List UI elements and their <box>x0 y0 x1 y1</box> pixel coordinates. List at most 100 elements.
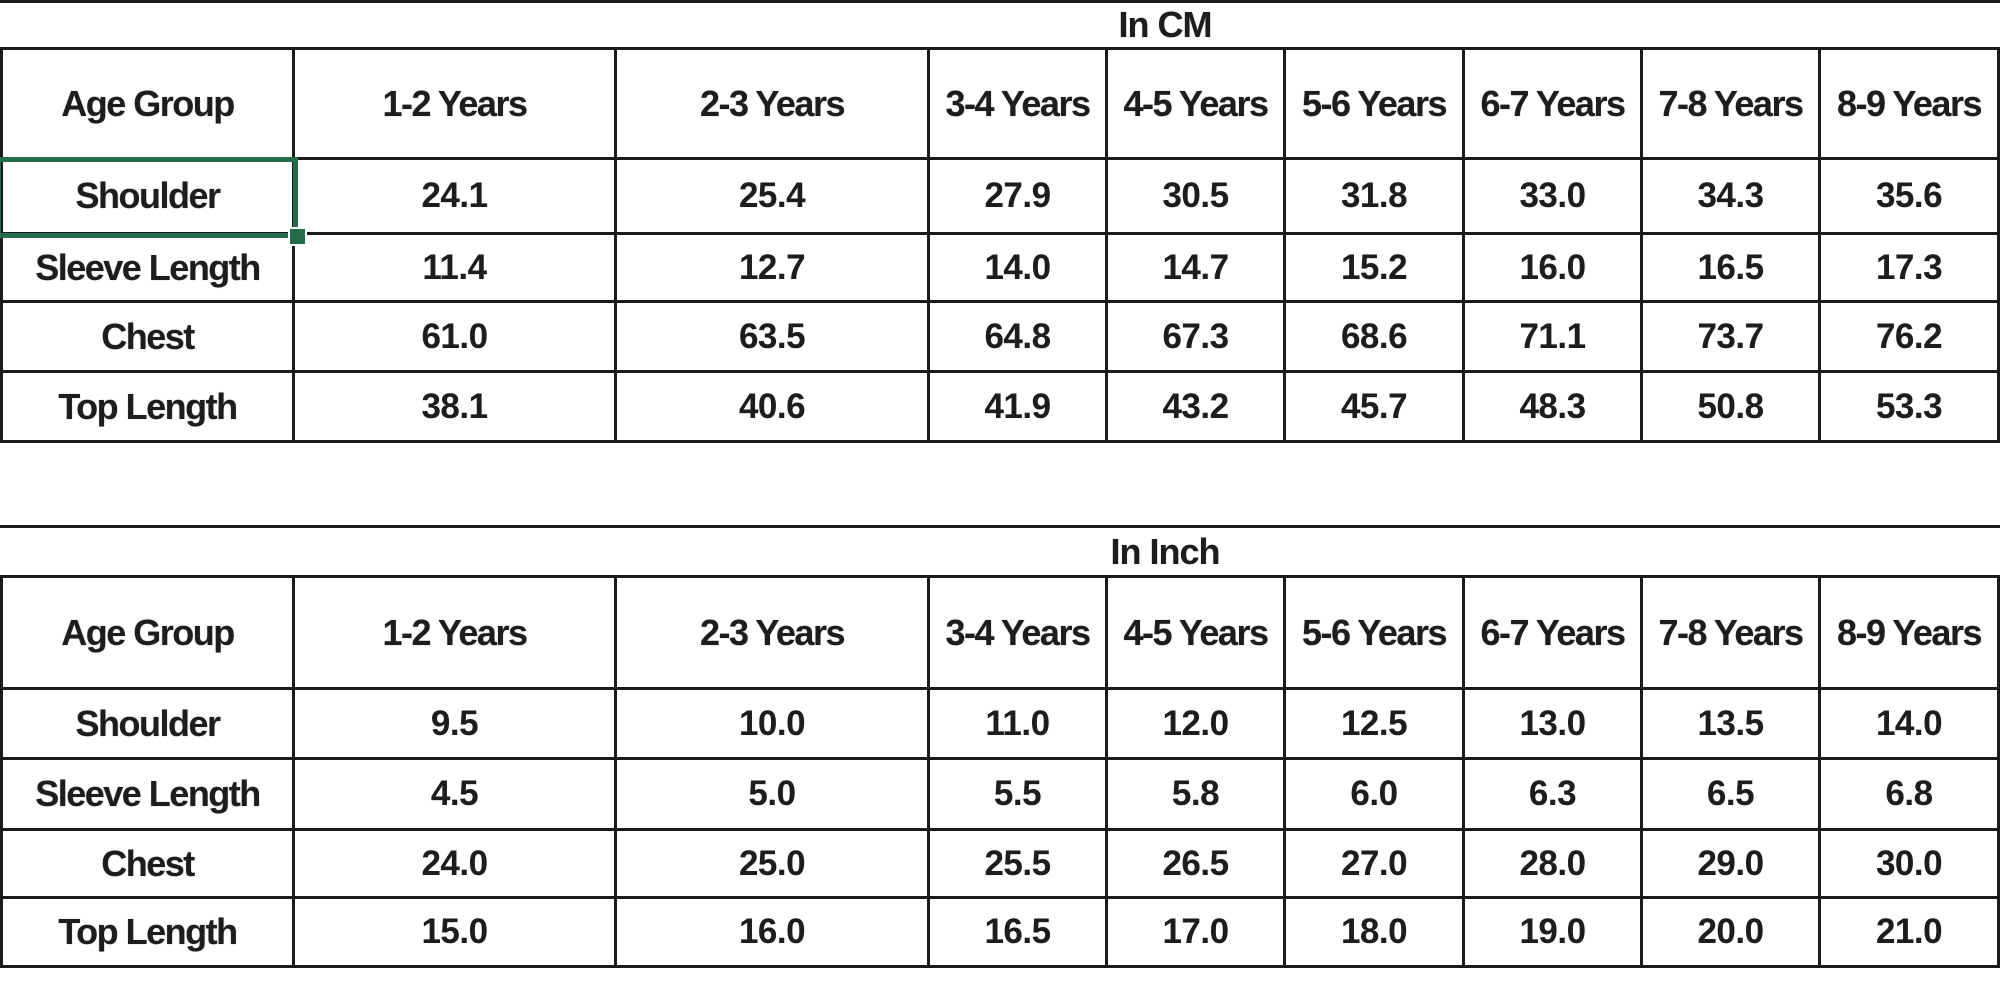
measurement-value-cell[interactable]: 17.0 <box>1108 899 1286 965</box>
measurement-value-cell[interactable]: 12.7 <box>617 235 930 303</box>
age-group-header-cell[interactable]: Age Group <box>3 50 295 160</box>
measurement-value-cell[interactable]: 4.5 <box>295 760 617 831</box>
measurement-value-cell[interactable]: 12.5 <box>1286 690 1465 760</box>
measurement-value-cell[interactable]: 50.8 <box>1643 373 1821 440</box>
measurement-value-cell[interactable]: 16.0 <box>1465 235 1643 303</box>
age-column-header-cell[interactable]: 6-7 Years <box>1465 578 1643 690</box>
measurement-value-cell[interactable]: 45.7 <box>1286 373 1465 440</box>
measurement-value-cell[interactable]: 71.1 <box>1465 303 1643 373</box>
measurement-value-cell[interactable]: 5.5 <box>930 760 1108 831</box>
measurement-value-cell[interactable]: 10.0 <box>617 690 930 760</box>
inch-table-title-row: In Inch <box>0 525 2000 578</box>
measurement-value-cell[interactable]: 6.5 <box>1643 760 1821 831</box>
age-column-header-cell[interactable]: 1-2 Years <box>295 578 617 690</box>
cm-table: In CM Age Group 1-2 Years 2-3 Years 3-4 Yea… <box>0 0 2000 443</box>
cm-table-title: In CM <box>1118 4 1213 45</box>
measurement-value-cell[interactable]: 27.9 <box>930 160 1108 235</box>
measurement-value-cell[interactable]: 13.5 <box>1643 690 1821 760</box>
measurement-value-cell[interactable]: 63.5 <box>617 303 930 373</box>
measurement-value-cell[interactable]: 16.5 <box>930 899 1108 965</box>
measurement-value-cell[interactable]: 13.0 <box>1465 690 1643 760</box>
age-column-header-cell[interactable]: 2-3 Years <box>617 50 930 160</box>
measurement-value-cell[interactable]: 33.0 <box>1465 160 1643 235</box>
measurement-value-cell[interactable]: 27.0 <box>1286 831 1465 899</box>
age-column-header-cell[interactable]: 5-6 Years <box>1286 578 1465 690</box>
measurement-value-cell[interactable]: 30.0 <box>1821 831 1997 899</box>
row-label-cell[interactable]: Sleeve Length <box>3 235 295 303</box>
measurement-value-cell[interactable]: 40.6 <box>617 373 930 440</box>
measurement-value-cell[interactable]: 12.0 <box>1108 690 1286 760</box>
selected-cell-outline[interactable] <box>0 157 298 238</box>
measurement-value-cell[interactable]: 43.2 <box>1108 373 1286 440</box>
measurement-value-cell[interactable]: 26.5 <box>1108 831 1286 899</box>
age-column-header-cell[interactable]: 3-4 Years <box>930 50 1108 160</box>
age-column-header-cell[interactable]: 8-9 Years <box>1821 578 1997 690</box>
age-column-header-cell[interactable]: 4-5 Years <box>1108 50 1286 160</box>
measurement-value-cell[interactable]: 24.1 <box>295 160 617 235</box>
row-label-cell[interactable]: Chest <box>3 303 295 373</box>
measurement-value-cell[interactable]: 38.1 <box>295 373 617 440</box>
measurement-value-cell[interactable]: 28.0 <box>1465 831 1643 899</box>
measurement-value-cell[interactable]: 15.2 <box>1286 235 1465 303</box>
measurement-value-cell[interactable]: 21.0 <box>1821 899 1997 965</box>
measurement-value-cell[interactable]: 35.6 <box>1821 160 1997 235</box>
measurement-value-cell[interactable]: 29.0 <box>1643 831 1821 899</box>
measurement-value-cell[interactable]: 68.6 <box>1286 303 1465 373</box>
measurement-value-cell[interactable]: 34.3 <box>1643 160 1821 235</box>
measurement-value-cell[interactable]: 31.8 <box>1286 160 1465 235</box>
measurement-value-cell[interactable]: 48.3 <box>1465 373 1643 440</box>
age-column-header-cell[interactable]: 7-8 Years <box>1643 578 1821 690</box>
measurement-value-cell[interactable]: 20.0 <box>1643 899 1821 965</box>
age-column-header-cell[interactable]: 1-2 Years <box>295 50 617 160</box>
measurement-value-cell[interactable]: 18.0 <box>1286 899 1465 965</box>
measurement-value-cell[interactable]: 41.9 <box>930 373 1108 440</box>
measurement-value-cell[interactable]: 30.5 <box>1108 160 1286 235</box>
inch-table-grid: Age Group 1-2 Years 2-3 Years 3-4 Years 4-5 … <box>0 578 2000 968</box>
age-column-header-cell[interactable]: 8-9 Years <box>1821 50 1997 160</box>
measurement-value-cell[interactable]: 5.0 <box>617 760 930 831</box>
measurement-value-cell[interactable]: 25.0 <box>617 831 930 899</box>
row-label-cell[interactable]: Top Length <box>3 373 295 440</box>
measurement-value-cell[interactable]: 11.4 <box>295 235 617 303</box>
measurement-value-cell[interactable]: 15.0 <box>295 899 617 965</box>
measurement-value-cell[interactable]: 6.8 <box>1821 760 1997 831</box>
age-column-header-cell[interactable]: 4-5 Years <box>1108 578 1286 690</box>
measurement-value-cell[interactable]: 6.3 <box>1465 760 1643 831</box>
measurement-value-cell[interactable]: 9.5 <box>295 690 617 760</box>
age-column-header-cell[interactable]: 2-3 Years <box>617 578 930 690</box>
inch-table: In Inch Age Group 1-2 Years 2-3 Years 3-4 Y… <box>0 525 2000 968</box>
age-column-header-cell[interactable]: 7-8 Years <box>1643 50 1821 160</box>
row-label-cell[interactable]: Top Length <box>3 899 295 965</box>
measurement-value-cell[interactable]: 25.4 <box>617 160 930 235</box>
measurement-value-cell[interactable]: 67.3 <box>1108 303 1286 373</box>
row-label-cell[interactable]: Chest <box>3 831 295 899</box>
measurement-value-cell[interactable]: 24.0 <box>295 831 617 899</box>
measurement-value-cell[interactable]: 61.0 <box>295 303 617 373</box>
measurement-value-cell[interactable]: 11.0 <box>930 690 1108 760</box>
cm-table-grid: Age Group 1-2 Years 2-3 Years 3-4 Years 4-5 … <box>0 50 2000 443</box>
measurement-value-cell[interactable]: 17.3 <box>1821 235 1997 303</box>
measurement-value-cell[interactable]: 25.5 <box>930 831 1108 899</box>
measurement-value-cell[interactable]: 6.0 <box>1286 760 1465 831</box>
measurement-value-cell[interactable]: 19.0 <box>1465 899 1643 965</box>
age-column-header-cell[interactable]: 3-4 Years <box>930 578 1108 690</box>
row-label-cell[interactable]: Shoulder <box>3 690 295 760</box>
measurement-value-cell[interactable]: 14.7 <box>1108 235 1286 303</box>
selection-fill-handle[interactable] <box>288 227 307 246</box>
measurement-value-cell[interactable]: 14.0 <box>1821 690 1997 760</box>
measurement-value-cell[interactable]: 76.2 <box>1821 303 1997 373</box>
measurement-value-cell[interactable]: 53.3 <box>1821 373 1997 440</box>
measurement-value-cell[interactable]: 16.0 <box>617 899 930 965</box>
measurement-value-cell[interactable]: 73.7 <box>1643 303 1821 373</box>
measurement-value-cell[interactable]: 64.8 <box>930 303 1108 373</box>
measurement-value-cell[interactable]: 5.8 <box>1108 760 1286 831</box>
age-column-header-cell[interactable]: 6-7 Years <box>1465 50 1643 160</box>
cm-table-title-row: In CM <box>0 0 2000 50</box>
row-label-cell[interactable]: Shoulder <box>3 160 295 235</box>
age-column-header-cell[interactable]: 5-6 Years <box>1286 50 1465 160</box>
measurement-value-cell[interactable]: 16.5 <box>1643 235 1821 303</box>
row-label-cell[interactable]: Sleeve Length <box>3 760 295 831</box>
measurement-value-cell[interactable]: 14.0 <box>930 235 1108 303</box>
age-group-header-cell[interactable]: Age Group <box>3 578 295 690</box>
